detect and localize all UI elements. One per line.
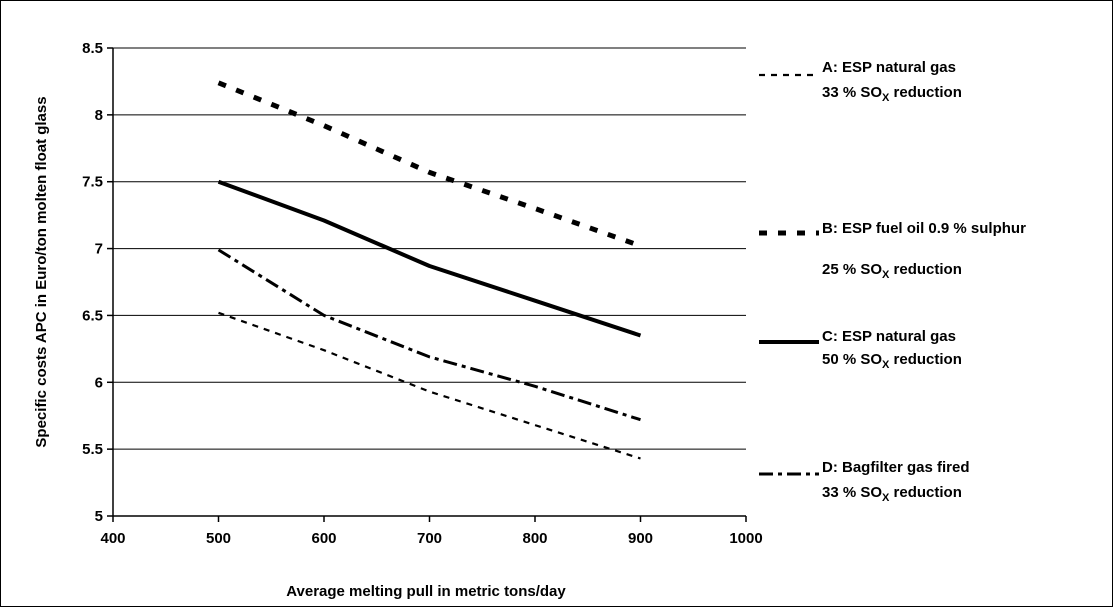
legend-label-d: D: Bagfilter gas fired [822, 459, 970, 476]
x-tick-label-5: 900 [628, 530, 653, 547]
x-tick-label-3: 700 [417, 530, 442, 547]
x-axis-label: Average melting pull in metric tons/day [286, 583, 566, 600]
x-tick-label-4: 800 [522, 530, 547, 547]
series-line-a [218, 311, 641, 460]
y-tick-label-0: 5 [95, 508, 103, 525]
series-line-d [217, 248, 641, 422]
legend-label-b: B: ESP fuel oil 0.9 % sulphur [822, 220, 1026, 237]
y-tick-label-7: 8.5 [82, 40, 103, 57]
legend-sublabel-b: 25 % SOX reduction [822, 261, 962, 281]
y-axis-label: Specific costs APC in Euro/ton molten fl… [33, 96, 50, 447]
x-tick-label-0: 400 [100, 530, 125, 547]
tick-labels: 400 500 600 700 800 900 1000 5 5.5 6 6.5 7 7.5 8 8.5 [82, 40, 763, 547]
x-tick-label-1: 500 [206, 530, 231, 547]
gridlines [113, 47, 746, 450]
series-line-b [217, 80, 642, 249]
legend-label-a: A: ESP natural gas [822, 59, 956, 76]
legend: A: ESP natural gas 33 % SOX reduction B: E… [759, 59, 1026, 504]
x-tick-label-2: 600 [311, 530, 336, 547]
legend-sublabel-a: 33 % SOX reduction [822, 84, 962, 104]
series-lines [217, 80, 642, 460]
y-tick-label-5: 7.5 [82, 174, 103, 191]
legend-sublabel-d: 33 % SOX reduction [822, 484, 962, 504]
y-tick-label-6: 8 [95, 107, 103, 124]
series-line-c [217, 179, 642, 338]
y-tick-label-4: 7 [95, 241, 103, 258]
y-tick-label-3: 6.5 [82, 307, 103, 324]
y-tick-label-1: 5.5 [82, 441, 103, 458]
legend-sublabel-c: 50 % SOX reduction [822, 351, 962, 371]
axes [107, 47, 747, 522]
legend-label-c: C: ESP natural gas [822, 328, 956, 345]
y-tick-label-2: 6 [95, 374, 103, 391]
x-tick-label-6: 1000 [729, 530, 762, 547]
